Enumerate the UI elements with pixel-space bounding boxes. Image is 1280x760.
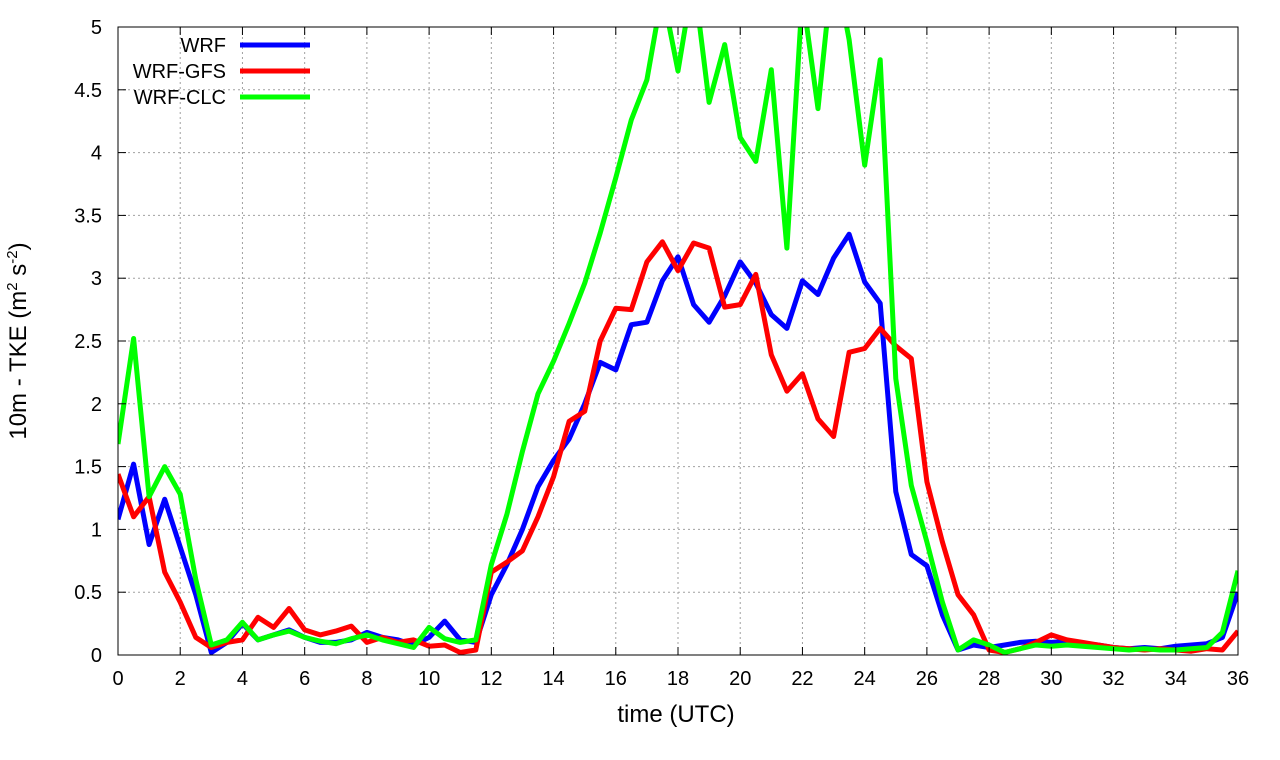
y-axis-title-end: ): [5, 242, 32, 250]
grid: [118, 27, 1238, 655]
y-tick-label: 4: [91, 143, 102, 165]
x-tick-label: 16: [605, 668, 627, 690]
x-tick-label: 10: [418, 668, 440, 690]
y-tick-label: 0.5: [74, 582, 102, 604]
y-axis-title-mid: s: [5, 264, 32, 283]
x-tick-label: 22: [791, 668, 813, 690]
x-tick-label: 12: [480, 668, 502, 690]
legend-label-wrf-clc: WRF-CLC: [134, 87, 226, 109]
series-line-wrf-clc: [118, 27, 1238, 655]
x-tick-label: 28: [978, 668, 1000, 690]
x-tick-label: 2: [175, 668, 186, 690]
x-tick-label: 18: [667, 668, 689, 690]
legend-label-wrf-gfs: WRF-GFS: [133, 61, 226, 83]
axis-ticks: [117, 26, 1239, 656]
x-tick-label: 30: [1040, 668, 1062, 690]
y-axis-title-sup2: -2: [4, 250, 21, 263]
y-tick-label: 3.5: [74, 205, 102, 227]
x-tick-label: 0: [112, 668, 123, 690]
series-lines: [118, 27, 1238, 655]
x-tick-label: 20: [729, 668, 751, 690]
x-tick-label: 32: [1102, 668, 1124, 690]
x-axis-title: time (UTC): [617, 701, 734, 728]
y-tick-label: 4.5: [74, 80, 102, 102]
x-tick-label: 24: [854, 668, 876, 690]
legend: WRF WRF-GFS WRF-CLC: [133, 35, 310, 109]
x-tick-label: 36: [1227, 668, 1249, 690]
x-tick-label: 6: [299, 668, 310, 690]
x-tick-label: 4: [237, 668, 248, 690]
y-tick-labels: 0 0.5 1 1.5 2 2.5 3 3.5 4 4.5 5: [74, 17, 102, 667]
y-tick-label: 1.5: [74, 457, 102, 479]
y-tick-label: 0: [91, 645, 102, 667]
x-tick-label: 14: [542, 668, 564, 690]
y-tick-label: 1: [91, 519, 102, 541]
y-tick-label: 2.5: [74, 331, 102, 353]
y-tick-label: 5: [91, 17, 102, 39]
series-line-wrf-gfs: [118, 239, 1238, 655]
x-tick-labels: 0 2 4 6 8 10 12 14 16 18 20 22 24 26 28 30 32 34 36: [112, 668, 1249, 690]
x-tick-label: 8: [361, 668, 372, 690]
y-tick-label: 3: [91, 268, 102, 290]
y-axis-title: 10m - TKE (m2 s-2): [4, 242, 32, 439]
x-tick-label: 34: [1165, 668, 1187, 690]
x-tick-label: 26: [916, 668, 938, 690]
y-axis-title-sup1: 2: [4, 282, 21, 290]
y-tick-label: 2: [91, 394, 102, 416]
legend-label-wrf: WRF: [180, 35, 226, 57]
y-axis-title-main: 10m - TKE (m: [5, 291, 32, 440]
